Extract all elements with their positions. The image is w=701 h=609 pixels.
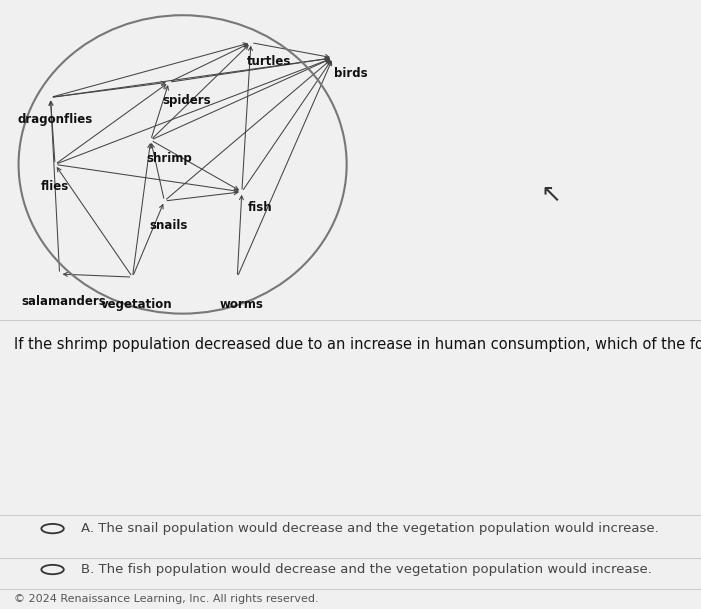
- Text: vegetation: vegetation: [101, 298, 173, 311]
- Text: birds: birds: [334, 67, 368, 80]
- Text: turtles: turtles: [247, 55, 292, 68]
- Text: A. The snail population would decrease and the vegetation population would incre: A. The snail population would decrease a…: [81, 522, 658, 535]
- Text: worms: worms: [220, 298, 264, 311]
- Text: ↖: ↖: [540, 183, 561, 207]
- Text: shrimp: shrimp: [146, 152, 192, 165]
- Text: If the shrimp population decreased due to an increase in human consumption, whic: If the shrimp population decreased due t…: [14, 337, 701, 352]
- Text: salamanders: salamanders: [22, 295, 107, 308]
- Text: dragonflies: dragonflies: [18, 113, 93, 125]
- Text: flies: flies: [41, 180, 69, 192]
- Text: © 2024 Renaissance Learning, Inc. All rights reserved.: © 2024 Renaissance Learning, Inc. All ri…: [14, 594, 319, 604]
- Text: fish: fish: [247, 201, 273, 214]
- Text: snails: snails: [150, 219, 188, 232]
- Text: B. The fish population would decrease and the vegetation population would increa: B. The fish population would decrease an…: [81, 563, 651, 576]
- Text: spiders: spiders: [163, 94, 212, 107]
